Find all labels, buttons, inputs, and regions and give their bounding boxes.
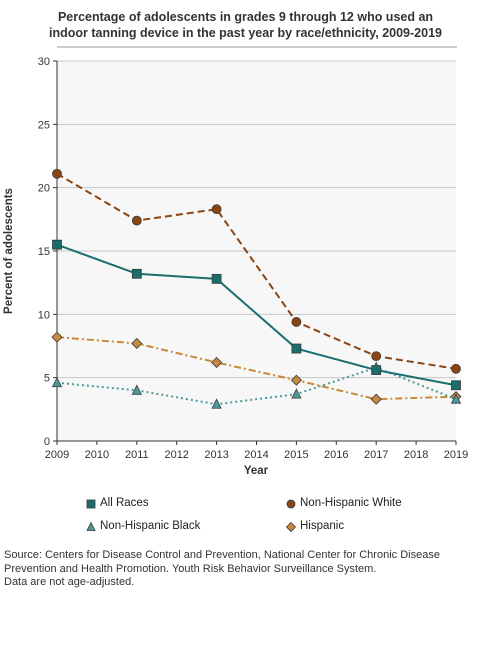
source-note: Source: Centers for Disease Control and … xyxy=(4,549,488,590)
series-line xyxy=(56,336,457,401)
x-tick-label: 2014 xyxy=(244,449,268,461)
legend-marker xyxy=(86,499,96,509)
legend-marker xyxy=(286,521,297,533)
y-tick-label: 5 xyxy=(44,373,50,385)
legend-marker-shape xyxy=(86,499,96,509)
y-tick-label: 20 xyxy=(38,183,50,195)
legend-marker-shape xyxy=(86,521,96,531)
chart-title: Percentage of adolescents in grades 9 th… xyxy=(0,9,491,41)
data-point xyxy=(52,168,62,179)
series-group xyxy=(51,168,462,409)
legend-label: All Races xyxy=(100,497,149,509)
x-tick-label: 2015 xyxy=(284,449,308,461)
data-point xyxy=(52,239,62,250)
x-tick-label: 2016 xyxy=(324,449,348,461)
source-line-3: Data are not age-adjusted. xyxy=(4,576,135,588)
y-tick-label: 0 xyxy=(44,436,50,448)
legend-marker-shape xyxy=(286,521,297,533)
data-point xyxy=(291,343,302,354)
series-line xyxy=(56,172,457,370)
y-tick-label: 30 xyxy=(38,56,50,68)
y-tick-label: 10 xyxy=(38,309,50,321)
legend-label: Non-Hispanic Black xyxy=(100,520,201,532)
x-tick-labels: 2009 2010 2011 2012 2013 2014 2015 2016 2017 2018… xyxy=(45,441,468,461)
y-axis-title: Percent of adolescents xyxy=(3,188,15,314)
data-point xyxy=(211,398,222,409)
data-point xyxy=(450,393,462,404)
data-point xyxy=(211,356,223,369)
data-point xyxy=(51,376,63,388)
x-tick-label: 2017 xyxy=(364,449,388,461)
data-point xyxy=(451,363,461,374)
source-line-2: Prevention and Health Promotion. Youth R… xyxy=(4,562,377,575)
x-tick-label: 2013 xyxy=(204,449,228,461)
y-tick-labels: 0 5 10 15 20 25 30 xyxy=(38,56,57,448)
data-point xyxy=(211,204,222,215)
legend-marker xyxy=(86,521,96,531)
legend-marker xyxy=(286,499,296,509)
data-point xyxy=(290,374,302,386)
x-tick-label: 2010 xyxy=(85,449,109,461)
x-axis-title: Year xyxy=(244,465,269,477)
data-point xyxy=(370,393,382,405)
data-point xyxy=(291,388,302,399)
data-point xyxy=(51,331,63,343)
data-point xyxy=(131,268,142,279)
x-tick-label: 2009 xyxy=(45,449,69,461)
data-point xyxy=(211,273,222,284)
data-point xyxy=(131,215,142,226)
data-point xyxy=(131,384,142,395)
x-tick-label: 2019 xyxy=(444,449,468,461)
y-tick-label: 25 xyxy=(38,119,50,131)
legend-label: Hispanic xyxy=(300,520,345,532)
y-tick-label: 15 xyxy=(38,246,50,258)
data-point xyxy=(371,365,382,375)
x-tick-label: 2018 xyxy=(404,449,428,461)
legend-label: Non-Hispanic White xyxy=(300,497,402,509)
series-line xyxy=(56,243,457,387)
chart-title-line-1: Percentage of adolescents in grades 9 th… xyxy=(57,10,434,24)
data-point xyxy=(291,317,302,327)
x-tick-label: 2012 xyxy=(164,449,188,461)
source-line-1: Source: Centers for Disease Control and … xyxy=(4,549,440,561)
line-chart: 0 5 10 15 20 25 30 2009 2010 2011 2012 2013 2014 201… xyxy=(3,46,468,477)
series-all-races xyxy=(52,239,461,391)
x-tick-label: 2011 xyxy=(125,449,149,461)
legend-marker-shape xyxy=(286,499,296,509)
data-point xyxy=(371,351,382,362)
data-point xyxy=(451,380,461,391)
series-hispanic xyxy=(51,331,462,405)
series-non-hispanic-white xyxy=(52,168,461,374)
chart-title-line-2: indoor tanning device in the past year b… xyxy=(49,26,442,40)
data-point xyxy=(131,337,143,350)
